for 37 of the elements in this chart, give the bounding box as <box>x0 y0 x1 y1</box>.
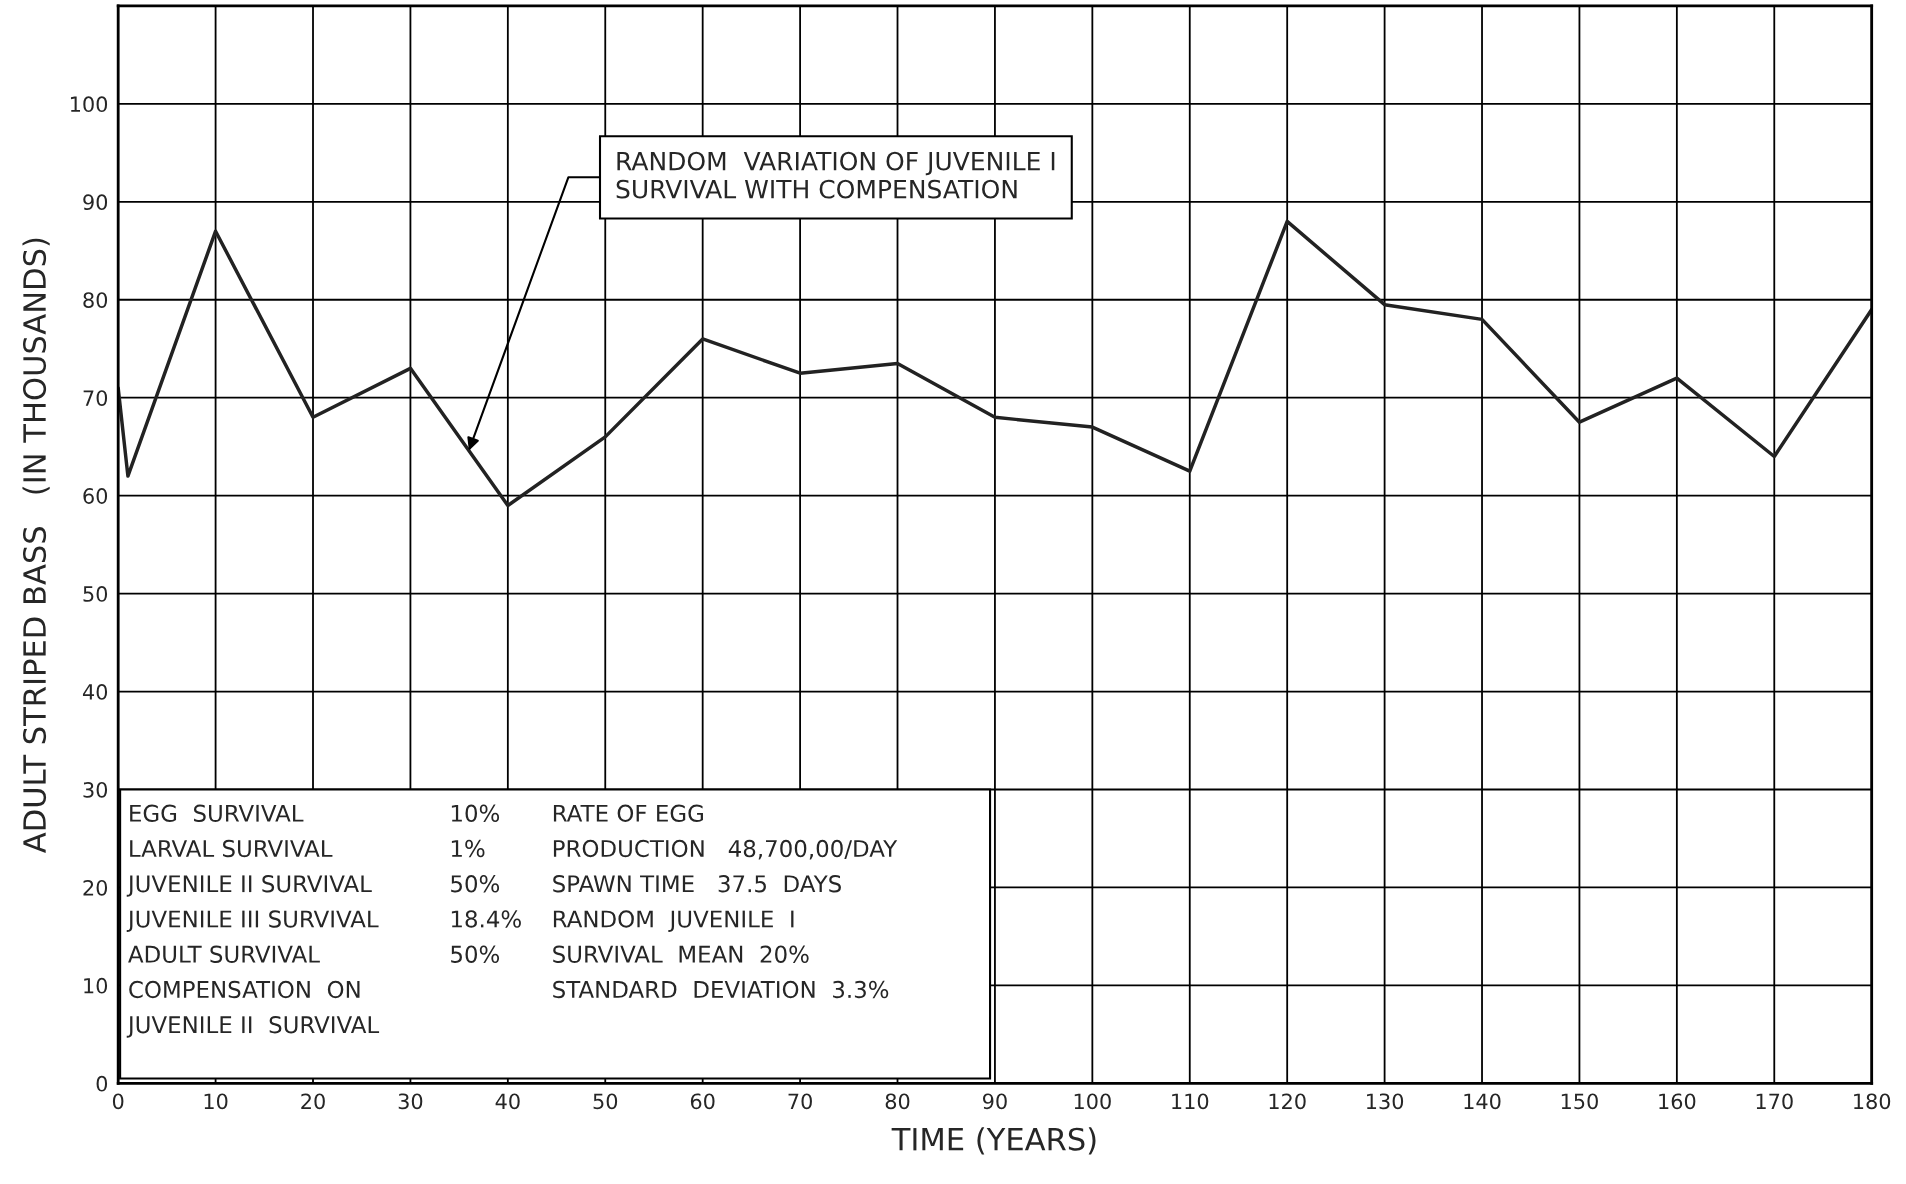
x-tick-label: 110 <box>1172 1093 1209 1110</box>
y-tick-label: 50 <box>83 586 108 602</box>
y-tick-label: 40 <box>82 684 108 700</box>
x-tick-label: 90 <box>982 1093 1007 1110</box>
x-tick-label: 140 <box>1464 1093 1501 1110</box>
annotation: RANDOM VARIATION OF JUVENILE I SURVIVAL WITH COMPENSATION <box>616 151 1055 199</box>
x-tick-label: 150 <box>1561 1093 1598 1110</box>
y-tick-label: 90 <box>83 194 108 211</box>
y-tick-label: 0 <box>96 1075 108 1092</box>
x-tick-label: 80 <box>885 1093 910 1110</box>
x-tick-label: 50 <box>593 1093 618 1110</box>
x-tick-label: 130 <box>1367 1093 1404 1110</box>
annotation: 10% 1% 50% 18.4% 50% <box>451 804 521 963</box>
y-tick-label: 30 <box>83 781 108 798</box>
x-tick-label: 60 <box>690 1093 715 1110</box>
y-tick-label: 80 <box>83 292 108 308</box>
x-tick-label: 180 <box>1854 1093 1891 1110</box>
x-tick-label: 100 <box>1074 1093 1111 1110</box>
x-axis-title: TIME (YEARS) <box>891 1127 1096 1155</box>
x-tick-label: 70 <box>788 1093 812 1110</box>
y-tick-label: 10 <box>84 977 108 994</box>
x-tick-label: 170 <box>1756 1093 1793 1110</box>
x-tick-label: 160 <box>1659 1093 1696 1110</box>
y-tick-label: 70 <box>83 390 108 406</box>
x-tick-label: 20 <box>301 1093 325 1110</box>
y-tick-label: 60 <box>83 488 108 504</box>
x-tick-label: 40 <box>495 1093 520 1110</box>
line-series <box>118 219 1872 508</box>
x-tick-label: 10 <box>204 1093 228 1110</box>
annotation: EGG SURVIVAL LARVAL SURVIVAL JUVENILE II SURVIVAL JUVENILE III SURVIVAL ADULT SURVIVAL COMPENSATION ON JUVENILE II SURVIVAL <box>126 804 380 1038</box>
annotation: RATE OF EGG PRODUCTION 48,700,00/DAY SPAWN TIME 37.5 DAYS RANDOM JUVENILE I SURVIVAL MEAN 20% STANDARD DEVIATION 3.3% <box>553 804 898 999</box>
y-axis-title: ADULT STRIPED BASS (IN THOUSANDS) <box>22 238 50 853</box>
x-tick-label: 0 <box>112 1093 124 1110</box>
x-tick-label: 120 <box>1269 1093 1306 1110</box>
x-tick-label: 30 <box>398 1093 423 1110</box>
y-tick-label: 20 <box>83 879 108 896</box>
y-tick-label: 100 <box>70 96 108 113</box>
